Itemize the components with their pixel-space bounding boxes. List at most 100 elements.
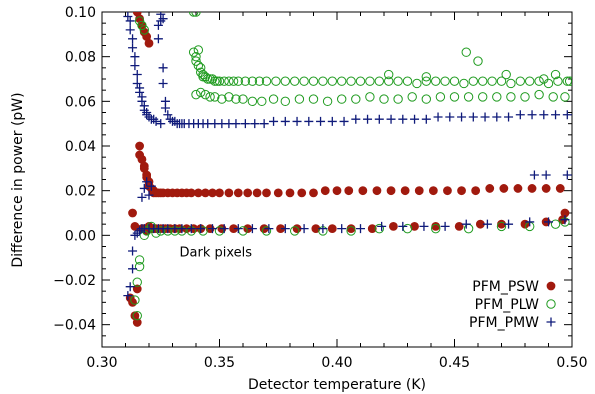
data-point (262, 188, 271, 198)
data-point (137, 20, 147, 31)
data-point (421, 76, 431, 86)
data-point (363, 114, 373, 124)
data-point (158, 63, 168, 73)
data-point (290, 226, 300, 236)
data-point (158, 78, 168, 88)
data-point (125, 282, 135, 292)
data-point (525, 76, 535, 86)
legend-marker (546, 317, 556, 327)
data-point (134, 16, 145, 26)
data-point (358, 186, 368, 196)
data-point (224, 92, 234, 102)
data-point (309, 188, 318, 198)
legend-marker (546, 281, 556, 291)
data-point (527, 184, 537, 193)
data-point (365, 76, 375, 86)
data-point (215, 188, 224, 198)
data-point (128, 208, 137, 218)
data-point (304, 116, 314, 126)
data-point (188, 47, 199, 57)
data-point (400, 186, 410, 196)
data-point (135, 141, 145, 151)
data-point (135, 87, 145, 97)
data-point (125, 25, 135, 35)
data-point (177, 224, 187, 234)
data-point (555, 184, 565, 193)
data-point (205, 74, 215, 84)
data-point (551, 110, 561, 120)
data-point (562, 110, 572, 120)
data-point (186, 224, 196, 234)
data-point (541, 184, 551, 193)
data-point (332, 186, 342, 196)
data-point (534, 76, 544, 86)
data-point (273, 188, 283, 198)
y-tick-label: −0.04 (53, 318, 96, 334)
data-point (492, 92, 502, 102)
data-point (188, 12, 199, 17)
legend-label: PFM_PLW (475, 297, 540, 313)
data-point (280, 76, 290, 86)
data-point (414, 186, 424, 196)
data-point (562, 170, 572, 180)
data-point (198, 226, 208, 236)
data-point (259, 119, 269, 129)
data-point (257, 96, 267, 107)
data-point (193, 45, 204, 55)
data-point (203, 74, 213, 84)
data-point (412, 78, 422, 89)
data-point (468, 76, 478, 86)
data-point (247, 76, 258, 86)
data-point (233, 224, 243, 234)
x-tick-label: 0.35 (204, 355, 235, 371)
data-point (132, 318, 142, 327)
data-point (191, 89, 201, 100)
data-point (492, 112, 502, 122)
data-point (478, 76, 488, 86)
data-point (196, 63, 206, 73)
data-point (214, 76, 225, 86)
data-point (374, 223, 384, 234)
data-point (196, 87, 206, 98)
y-tick-label: 0.00 (65, 228, 96, 244)
data-point (156, 119, 166, 129)
data-point (247, 224, 257, 234)
data-point (339, 116, 349, 126)
data-point (461, 47, 471, 57)
data-point (264, 224, 274, 234)
data-point (146, 221, 157, 232)
data-point (337, 224, 347, 234)
data-point (318, 224, 328, 234)
data-point (132, 311, 142, 321)
data-point (327, 116, 337, 126)
data-point (421, 94, 431, 104)
data-point (327, 224, 337, 234)
data-point (534, 89, 544, 100)
data-point (527, 110, 537, 120)
data-point (504, 112, 514, 122)
data-point (139, 105, 149, 115)
data-point (356, 224, 365, 234)
data-point (134, 255, 145, 265)
data-point (402, 76, 413, 86)
data-point (285, 188, 295, 198)
data-point (457, 112, 467, 122)
data-point (233, 188, 243, 198)
data-point (337, 76, 347, 86)
data-point (543, 78, 554, 89)
data-point (346, 226, 356, 236)
data-point (435, 92, 446, 102)
data-point (431, 221, 441, 231)
data-point (151, 116, 161, 126)
data-point (393, 94, 403, 104)
data-point (280, 116, 290, 126)
x-tick-label: 0.30 (86, 355, 117, 371)
data-point (191, 51, 201, 62)
data-point (316, 116, 326, 126)
data-point (513, 184, 523, 193)
data-point (123, 12, 133, 21)
y-tick-label: 0.10 (65, 5, 96, 21)
data-point (191, 56, 201, 66)
data-point (224, 76, 234, 86)
